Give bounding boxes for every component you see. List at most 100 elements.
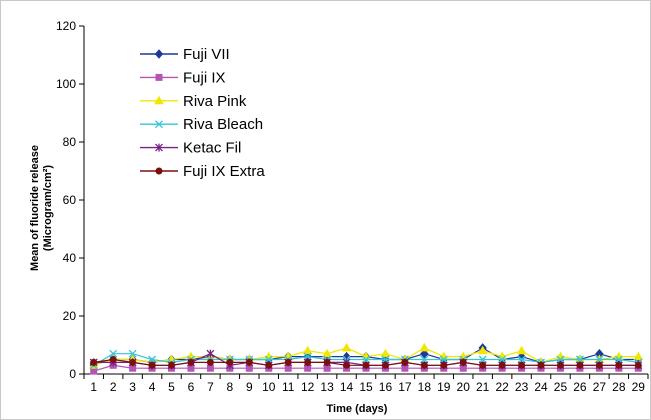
data-point — [206, 349, 215, 358]
x-tick-label: 9 — [246, 380, 253, 394]
x-tick-label: 4 — [149, 380, 156, 394]
y-tick-label: 40 — [63, 251, 77, 265]
series-5 — [90, 356, 642, 369]
data-point — [109, 356, 117, 363]
legend-marker — [155, 120, 163, 129]
x-tick-label: 13 — [320, 380, 334, 394]
data-point — [615, 361, 623, 369]
legend-label: Fuji VII — [183, 46, 230, 63]
data-point — [302, 345, 313, 355]
data-point — [187, 358, 195, 366]
legend-marker — [155, 143, 163, 152]
legend-entry: Ketac Fil — [140, 140, 241, 157]
data-point — [90, 367, 98, 375]
legend-entry: Riva Pink — [140, 93, 247, 110]
data-point — [498, 361, 506, 369]
data-point — [479, 361, 487, 369]
x-tick-label: 11 — [282, 380, 295, 394]
data-point — [440, 361, 448, 369]
data-point — [128, 349, 137, 358]
legend-label: Fuji IX — [183, 69, 226, 86]
data-point — [516, 345, 527, 355]
x-tick-label: 6 — [188, 380, 195, 394]
legend-label: Riva Bleach — [183, 116, 263, 133]
x-tick-label: 10 — [262, 380, 276, 394]
data-point — [226, 358, 234, 366]
x-tick-label: 20 — [457, 380, 471, 394]
legend-entry: Fuji VII — [140, 46, 230, 63]
x-tick-label: 29 — [632, 380, 646, 394]
x-tick-label: 5 — [168, 380, 175, 394]
data-point — [498, 355, 507, 364]
y-tick-label: 120 — [56, 19, 76, 33]
data-point — [633, 351, 644, 361]
y-tick-label: 80 — [63, 135, 77, 149]
data-point — [380, 348, 391, 358]
data-point — [556, 361, 564, 369]
data-point — [517, 355, 526, 364]
legend-marker — [155, 73, 163, 81]
y-axis-label-line-2: (Microgram/cm²) — [42, 165, 54, 252]
x-tick-label: 25 — [554, 380, 568, 394]
legend-marker — [155, 167, 163, 175]
data-point — [109, 349, 118, 358]
x-tick-label: 19 — [437, 380, 451, 394]
legend-label: Ketac Fil — [183, 140, 241, 157]
y-tick-label: 100 — [56, 77, 76, 91]
y-tick-label: 60 — [63, 193, 77, 207]
data-point — [129, 358, 137, 366]
legend-label: Riva Pink — [183, 93, 247, 110]
data-point — [303, 352, 312, 361]
x-tick-label: 12 — [301, 380, 315, 394]
legend-label: Fuji IX Extra — [183, 163, 265, 180]
x-axis-label: Time (days) — [327, 403, 388, 415]
data-point — [420, 348, 429, 359]
x-tick-label: 1 — [90, 380, 97, 394]
data-point — [304, 358, 312, 366]
data-point — [537, 361, 545, 369]
data-point — [264, 355, 273, 364]
data-point — [478, 355, 487, 364]
y-tick-label: 20 — [63, 309, 77, 323]
data-point — [576, 361, 584, 369]
data-point — [634, 361, 642, 369]
data-point — [284, 358, 292, 366]
x-tick-label: 28 — [612, 380, 626, 394]
data-point — [381, 361, 389, 369]
data-point — [401, 358, 409, 366]
data-point — [323, 358, 331, 366]
data-point — [420, 355, 429, 364]
y-axis-label-line-1: Mean of fluoride release — [29, 145, 41, 271]
data-point — [245, 358, 253, 366]
data-point — [595, 355, 604, 364]
x-tick-label: 18 — [418, 380, 432, 394]
data-point — [90, 358, 98, 366]
data-point — [439, 355, 448, 364]
data-point — [341, 342, 352, 352]
x-tick-label: 7 — [207, 380, 214, 394]
data-point — [148, 355, 157, 364]
data-point — [420, 361, 428, 369]
x-tick-label: 14 — [340, 380, 354, 394]
x-tick-label: 24 — [534, 380, 548, 394]
data-point — [148, 361, 156, 369]
x-tick-label: 16 — [379, 380, 393, 394]
legend-entry: Riva Bleach — [140, 116, 263, 133]
x-tick-label: 8 — [227, 380, 234, 394]
data-point — [575, 355, 584, 364]
data-point — [477, 345, 488, 355]
data-point — [556, 355, 565, 364]
x-tick-label: 15 — [359, 380, 373, 394]
data-point — [168, 361, 176, 369]
x-tick-label: 23 — [515, 380, 529, 394]
data-point — [459, 358, 467, 366]
x-tick-label: 22 — [495, 380, 509, 394]
legend: Fuji VII Fuji IX Riva Pink Riva Bleach Ketac… — [140, 46, 265, 180]
data-point — [206, 358, 214, 366]
x-tick-label: 3 — [129, 380, 136, 394]
data-point — [322, 348, 332, 358]
data-point — [614, 355, 623, 364]
